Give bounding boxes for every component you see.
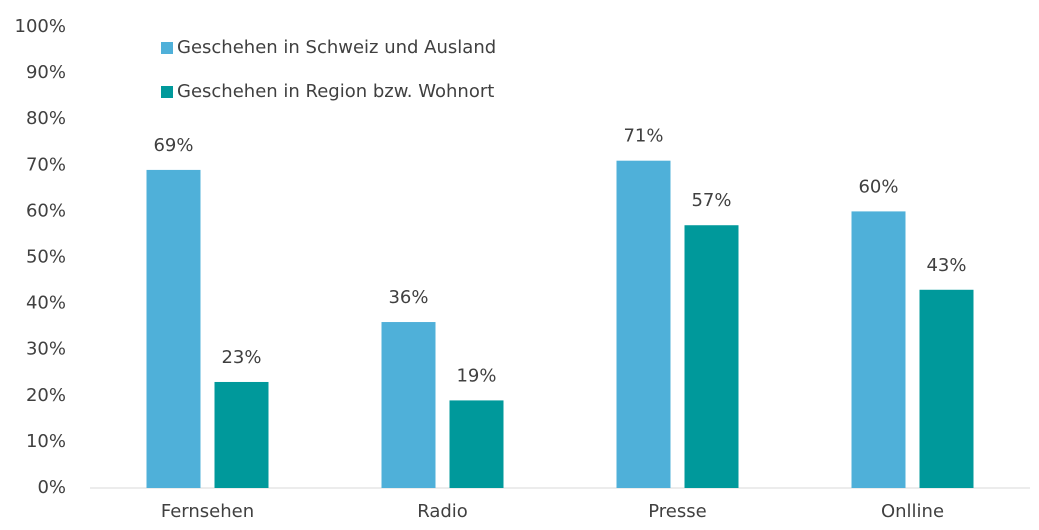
x-tick-label: Fernsehen <box>161 501 254 522</box>
y-tick-label: 80% <box>26 108 66 129</box>
bar <box>616 160 671 488</box>
y-tick-label: 30% <box>26 339 66 360</box>
bar <box>919 289 974 488</box>
bar <box>449 400 504 488</box>
y-tick-label: 40% <box>26 293 66 314</box>
value-label: 23% <box>221 347 261 368</box>
legend-swatch <box>161 86 173 98</box>
x-tick-label: Radio <box>417 501 468 522</box>
y-tick-label: 20% <box>26 385 66 406</box>
y-tick-label: 50% <box>26 247 66 268</box>
value-label: 43% <box>926 255 966 276</box>
x-tick-label: Onlline <box>881 501 944 522</box>
bar <box>851 211 906 488</box>
legend-label: Geschehen in Region bzw. Wohnort <box>177 81 494 102</box>
value-label: 71% <box>623 126 663 147</box>
value-label: 19% <box>456 365 496 386</box>
x-tick-label: Presse <box>648 501 706 522</box>
legend-swatch <box>161 42 173 54</box>
y-tick-label: 100% <box>15 16 66 37</box>
value-label: 60% <box>858 176 898 197</box>
bar <box>146 169 201 488</box>
y-tick-label: 70% <box>26 154 66 175</box>
value-label: 36% <box>388 287 428 308</box>
bar <box>381 322 436 488</box>
bar <box>214 381 269 488</box>
bar <box>684 225 739 489</box>
legend-label: Geschehen in Schweiz und Ausland <box>177 37 496 58</box>
y-tick-label: 10% <box>26 431 66 452</box>
value-label: 57% <box>691 190 731 211</box>
y-tick-label: 90% <box>26 62 66 83</box>
y-tick-label: 0% <box>37 477 66 498</box>
value-label: 69% <box>153 135 193 156</box>
y-tick-label: 60% <box>26 200 66 221</box>
